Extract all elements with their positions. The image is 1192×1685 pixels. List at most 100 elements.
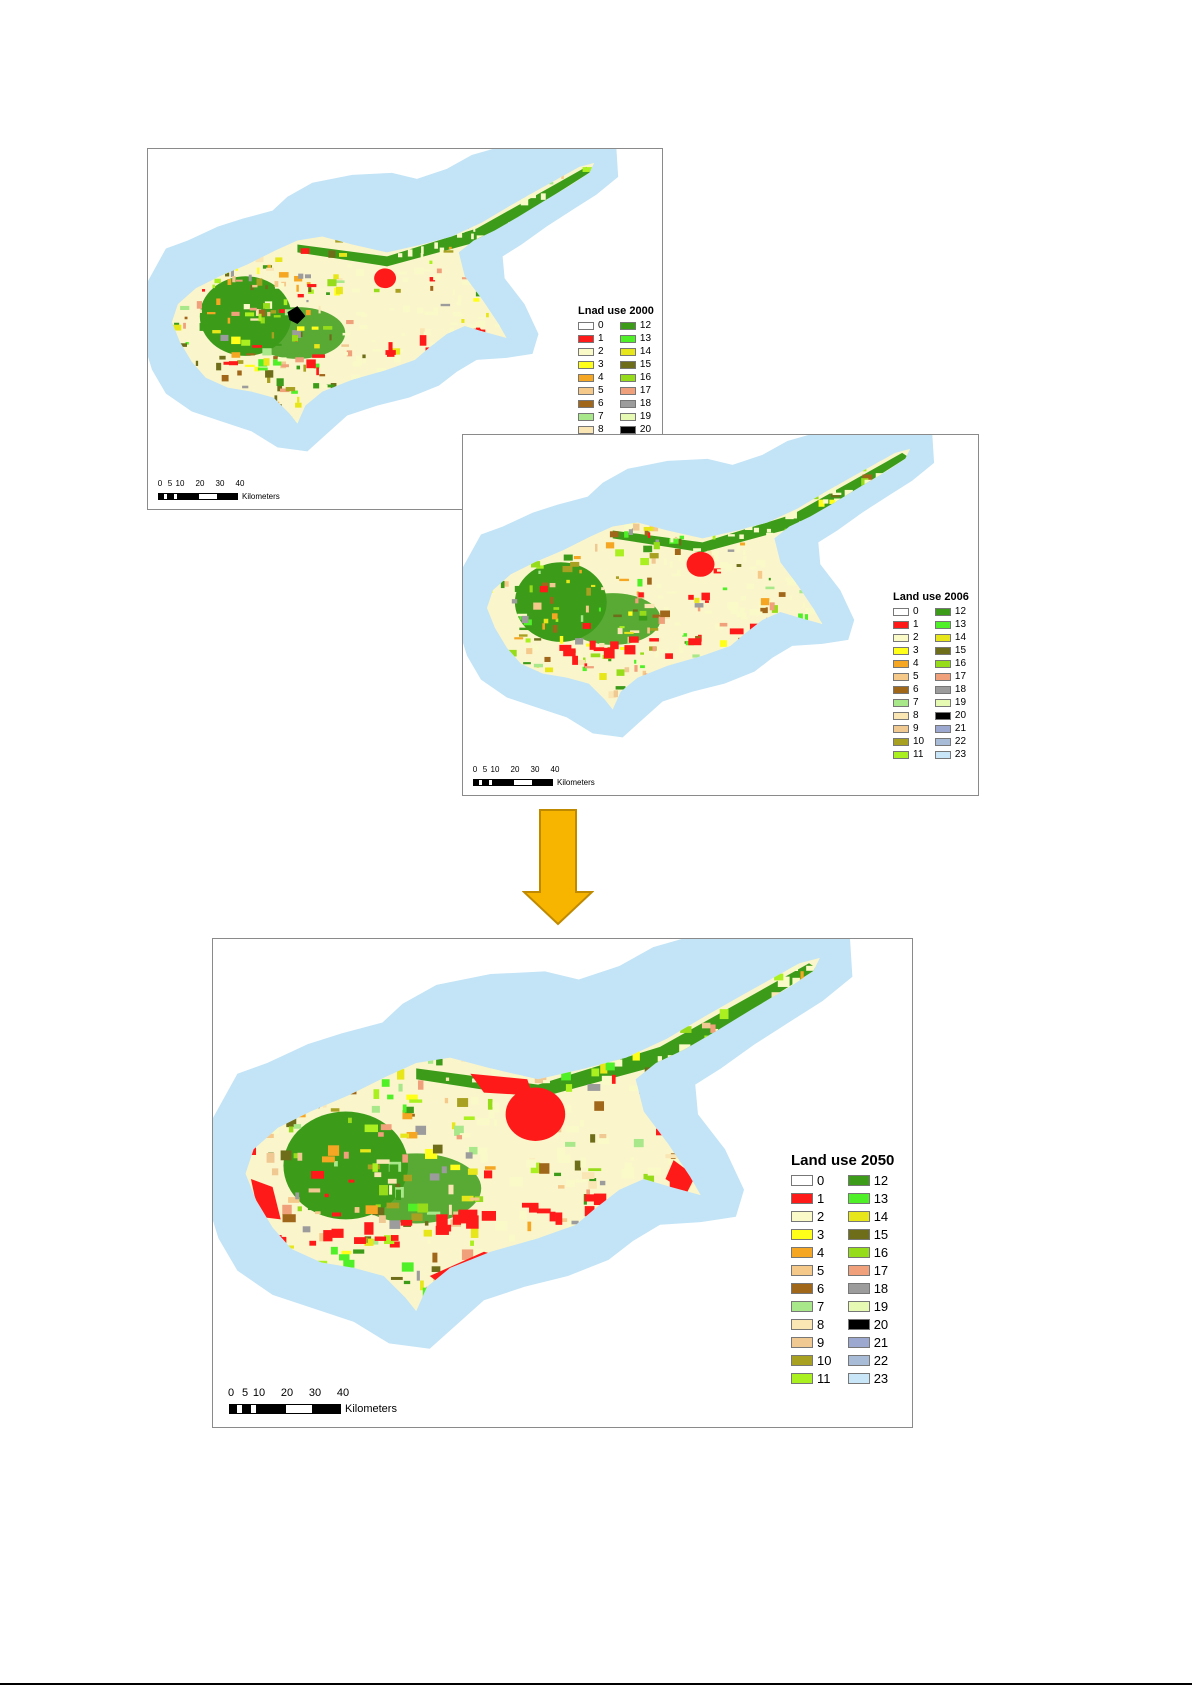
land-use-patch bbox=[638, 592, 644, 598]
land-use-patch bbox=[557, 1154, 571, 1163]
land-use-patch bbox=[339, 253, 348, 257]
land-use-patch bbox=[534, 1074, 547, 1084]
land-use-patch bbox=[783, 686, 791, 690]
legend-item-3: 3 bbox=[578, 359, 612, 370]
land-use-patch bbox=[681, 630, 684, 636]
legend-label: 3 bbox=[913, 645, 919, 656]
scale-bar-segment bbox=[478, 779, 483, 786]
land-use-patch bbox=[586, 256, 591, 263]
land-use-patch bbox=[520, 379, 529, 384]
land-use-patch bbox=[847, 555, 853, 561]
land-use-patch bbox=[268, 979, 273, 990]
land-use-patch bbox=[326, 384, 335, 388]
scale-bar-2006: 0 5 10 20 30 40 Kilometers bbox=[473, 765, 595, 787]
land-use-patch bbox=[423, 1229, 432, 1237]
legend-item-6: 6 bbox=[893, 684, 927, 695]
land-use-patch bbox=[242, 385, 249, 389]
land-use-patch bbox=[682, 633, 687, 637]
legend-label: 10 bbox=[817, 1353, 832, 1368]
legend-swatch bbox=[934, 607, 951, 616]
land-use-patch bbox=[432, 1252, 438, 1263]
land-use-patch bbox=[483, 1170, 493, 1179]
land-use-patch bbox=[554, 1172, 562, 1177]
legend-swatch bbox=[893, 737, 909, 746]
land-use-patch bbox=[799, 651, 806, 657]
land-use-patch bbox=[599, 1134, 607, 1139]
land-use-patch bbox=[642, 1306, 653, 1312]
land-use-patch bbox=[321, 1156, 335, 1163]
land-use-patch bbox=[540, 455, 545, 459]
land-use-patch bbox=[523, 662, 531, 665]
land-use-patch bbox=[720, 688, 724, 692]
land-use-patch bbox=[449, 412, 454, 415]
legend-label: 12 bbox=[954, 606, 967, 617]
land-use-patch bbox=[260, 317, 265, 324]
land-use-patch bbox=[641, 1284, 647, 1288]
urban-area-coastal bbox=[223, 361, 230, 365]
land-use-patch bbox=[643, 1298, 647, 1303]
legend-2050: Land use 2050 0 12 1 13 2 14 3 15 4 16 5 17 6 18 7 19 8 2… bbox=[791, 1152, 894, 1386]
land-use-patch bbox=[372, 1207, 385, 1216]
land-use-patch bbox=[313, 383, 320, 389]
land-use-patch bbox=[355, 268, 364, 276]
land-use-patch bbox=[439, 247, 445, 256]
land-use-patch bbox=[740, 542, 746, 546]
land-use-patch bbox=[252, 284, 258, 288]
land-use-patch bbox=[245, 1303, 250, 1310]
urban-area-nicosia bbox=[686, 551, 715, 577]
land-use-patch bbox=[844, 570, 849, 578]
land-use-patch bbox=[613, 690, 618, 698]
land-use-patch bbox=[638, 461, 645, 465]
land-use-patch bbox=[296, 326, 305, 331]
land-use-patch bbox=[553, 607, 560, 610]
land-use-patch bbox=[409, 1113, 415, 1117]
land-use-patch bbox=[231, 352, 241, 358]
land-use-patch bbox=[588, 477, 596, 484]
land-use-patch bbox=[524, 245, 533, 249]
scale-bar-segment bbox=[257, 1404, 285, 1414]
land-use-patch bbox=[454, 1125, 464, 1136]
map-panel-2050: Land use 2050 0 12 1 13 2 14 3 15 4 16 5 17 6 18 7 19 8 2… bbox=[212, 938, 913, 1428]
land-use-patch bbox=[719, 640, 727, 647]
land-use-patch bbox=[210, 196, 215, 204]
legend-item-21: 21 bbox=[934, 723, 969, 734]
land-use-patch bbox=[665, 1286, 676, 1296]
urban-area-coastal bbox=[436, 1214, 448, 1227]
land-use-patch bbox=[373, 288, 380, 293]
land-use-patch bbox=[400, 1133, 410, 1138]
land-use-patch bbox=[789, 696, 800, 700]
legend-swatch bbox=[893, 659, 909, 668]
land-use-patch bbox=[298, 273, 304, 279]
land-use-patch bbox=[808, 1096, 819, 1102]
land-use-patch bbox=[502, 372, 506, 380]
legend-swatch bbox=[934, 737, 951, 746]
legend-item-8: 8 bbox=[893, 710, 927, 721]
legend-label: 6 bbox=[598, 398, 604, 409]
land-use-patch bbox=[518, 505, 526, 509]
land-use-patch bbox=[252, 1047, 257, 1050]
land-use-patch bbox=[642, 670, 647, 678]
land-use-patch bbox=[429, 1173, 440, 1181]
land-use-patch bbox=[830, 699, 835, 703]
legend-label: 15 bbox=[639, 359, 652, 370]
land-use-patch bbox=[551, 613, 558, 620]
land-use-patch bbox=[565, 316, 571, 319]
land-use-patch bbox=[520, 198, 529, 206]
map-panel-2000: Lnad use 2000 0 12 1 13 2 14 3 15 4 16 5 17 6 18 7 19 8 2… bbox=[147, 148, 663, 510]
land-use-patch bbox=[271, 332, 275, 339]
land-use-patch bbox=[843, 639, 851, 647]
legend-item-6: 6 bbox=[578, 398, 612, 409]
land-use-patch bbox=[374, 1172, 382, 1178]
land-use-patch bbox=[387, 1178, 397, 1184]
land-use-patch bbox=[529, 585, 533, 593]
land-use-patch bbox=[526, 194, 536, 199]
legend-label: 20 bbox=[954, 710, 967, 721]
land-use-patch bbox=[657, 1056, 662, 1062]
land-use-patch bbox=[560, 356, 565, 361]
land-use-patch bbox=[319, 374, 326, 377]
land-use-patch bbox=[677, 1255, 690, 1261]
land-use-patch bbox=[692, 654, 700, 658]
legend-item-13: 13 bbox=[934, 619, 969, 630]
land-use-patch bbox=[591, 584, 596, 588]
legend-item-18: 18 bbox=[619, 398, 654, 409]
